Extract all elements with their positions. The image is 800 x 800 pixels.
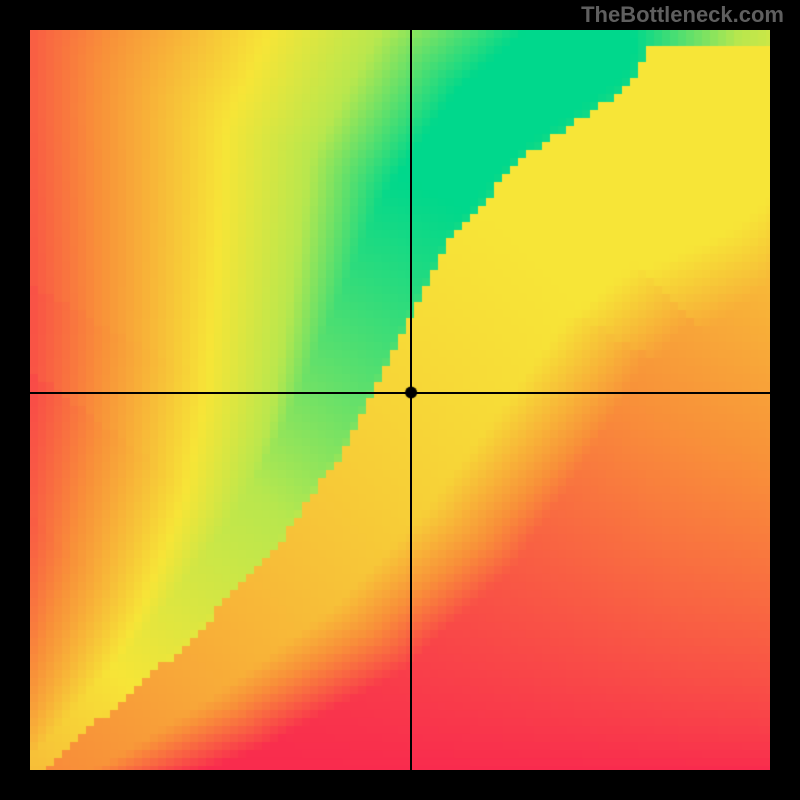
watermark-text: TheBottleneck.com (581, 2, 784, 28)
crosshair-horizontal (30, 392, 770, 394)
crosshair-vertical (410, 30, 412, 770)
plot-frame (30, 30, 770, 770)
crosshair-marker (30, 30, 770, 770)
